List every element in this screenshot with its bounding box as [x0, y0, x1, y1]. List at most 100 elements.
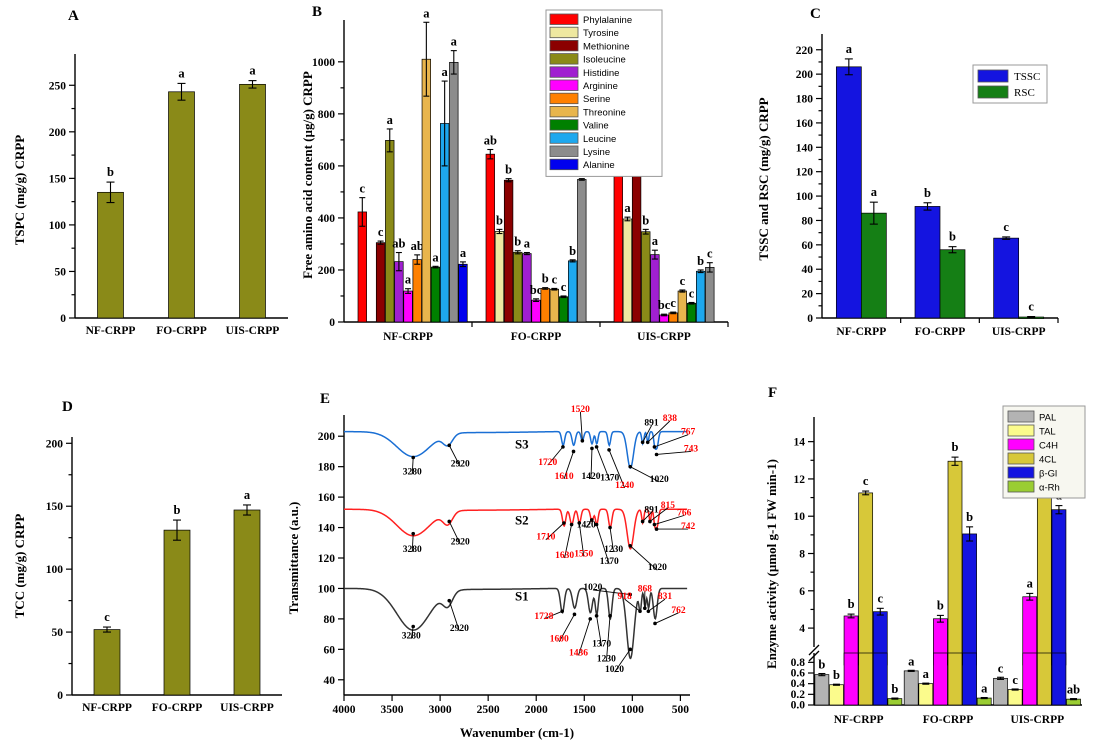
svg-text:FO-CRPP: FO-CRPP — [156, 325, 206, 337]
panel-d-chart: 0 50 100 150 200 c NF-CRPP b FO-CRPP a UIS-CRPP TCC… — [12, 437, 282, 714]
svg-text:1600: 1600 — [550, 635, 569, 645]
svg-text:c: c — [1028, 300, 1034, 314]
svg-text:c: c — [561, 280, 567, 294]
svg-text:220: 220 — [796, 45, 814, 57]
svg-text:6: 6 — [799, 586, 805, 598]
svg-text:200: 200 — [49, 127, 67, 139]
svg-text:Histidine: Histidine — [583, 68, 619, 79]
svg-text:NF-CRPP: NF-CRPP — [836, 326, 886, 338]
svg-text:1550: 1550 — [574, 549, 593, 559]
svg-text:c: c — [998, 661, 1004, 675]
svg-text:0: 0 — [807, 313, 813, 325]
panel-e-chart: 40 60 80 100 120 140 160 180 200 4000 3500 3000 2500… — [286, 405, 698, 740]
svg-text:1520: 1520 — [571, 405, 590, 415]
svg-text:c: c — [689, 286, 695, 300]
svg-text:b: b — [642, 213, 649, 227]
svg-text:3280: 3280 — [403, 467, 422, 477]
svg-text:8: 8 — [799, 549, 805, 561]
svg-text:14: 14 — [794, 437, 806, 449]
svg-text:600: 600 — [318, 161, 336, 173]
svg-text:100: 100 — [318, 583, 336, 595]
svg-text:c: c — [1012, 673, 1018, 687]
svg-text:0.2: 0.2 — [791, 689, 806, 701]
svg-text:S3: S3 — [515, 436, 529, 451]
svg-text:b: b — [966, 510, 973, 524]
svg-text:FO-CRPP: FO-CRPP — [152, 702, 202, 714]
svg-text:c: c — [680, 274, 686, 288]
svg-text:a: a — [178, 66, 185, 80]
svg-text:Methionine: Methionine — [583, 41, 629, 52]
svg-text:b: b — [569, 244, 576, 258]
svg-text:a: a — [624, 201, 631, 215]
svg-text:0: 0 — [60, 313, 66, 325]
svg-text:1728: 1728 — [534, 612, 553, 622]
svg-text:762: 762 — [671, 606, 686, 616]
svg-text:Threonine: Threonine — [583, 107, 626, 118]
svg-text:200: 200 — [796, 69, 814, 81]
svg-text:1370: 1370 — [600, 557, 619, 567]
svg-text:1230: 1230 — [597, 655, 616, 665]
svg-text:1020: 1020 — [605, 665, 624, 675]
svg-text:S1: S1 — [515, 589, 529, 604]
svg-text:2920: 2920 — [451, 460, 470, 470]
svg-text:800: 800 — [318, 109, 336, 121]
svg-text:b: b — [514, 235, 521, 249]
svg-text:0.6: 0.6 — [791, 668, 806, 680]
svg-text:TAL: TAL — [1039, 427, 1056, 438]
svg-text:FO-CRPP: FO-CRPP — [511, 331, 561, 343]
svg-text:1020: 1020 — [650, 475, 669, 485]
svg-text:Phylalanine: Phylalanine — [583, 15, 632, 26]
svg-text:1230: 1230 — [604, 545, 623, 555]
svg-text:β-Gl: β-Gl — [1039, 469, 1057, 480]
svg-text:ab: ab — [392, 237, 405, 251]
panel-b: B 0 200 400 600 800 1000 c c a ab a ab a a a a a NF-CRPP a… — [296, 0, 736, 375]
svg-text:50: 50 — [55, 266, 67, 278]
svg-text:838: 838 — [663, 414, 678, 424]
svg-text:a: a — [981, 682, 988, 696]
svg-text:0: 0 — [57, 690, 63, 702]
svg-text:2920: 2920 — [451, 537, 470, 547]
svg-text:Lysine: Lysine — [583, 147, 610, 158]
panel-f-label: F — [768, 385, 778, 401]
svg-text:891: 891 — [644, 419, 659, 429]
panel-c-chart: 0 20 40 60 80 100 120 140 160 180 200 220 a a NF-CRPP b… — [756, 34, 1059, 338]
svg-text:b: b — [496, 213, 503, 227]
svg-text:c: c — [670, 296, 676, 310]
svg-text:UIS-CRPP: UIS-CRPP — [637, 331, 691, 343]
svg-text:a: a — [405, 273, 412, 287]
svg-text:b: b — [542, 272, 549, 286]
svg-text:400: 400 — [318, 213, 336, 225]
svg-text:b: b — [174, 503, 181, 517]
svg-text:c: c — [863, 474, 869, 488]
svg-text:3500: 3500 — [381, 704, 404, 716]
svg-text:b: b — [833, 668, 840, 682]
svg-text:1240: 1240 — [615, 481, 634, 491]
svg-text:ab: ab — [411, 239, 424, 253]
svg-text:UIS-CRPP: UIS-CRPP — [220, 702, 274, 714]
svg-text:12: 12 — [794, 474, 806, 486]
svg-text:120: 120 — [796, 167, 814, 179]
svg-text:b: b — [848, 597, 855, 611]
svg-text:a: a — [524, 237, 531, 251]
svg-text:766: 766 — [677, 508, 692, 518]
svg-text:200: 200 — [46, 438, 64, 450]
panel-c: C 0 20 40 60 80 100 120 140 160 180 200 220 a a NF-CRP… — [740, 0, 1110, 375]
svg-text:FO-CRPP: FO-CRPP — [915, 326, 965, 338]
svg-text:a: a — [846, 42, 853, 56]
svg-text:TCC (mg/g) CRPP: TCC (mg/g) CRPP — [12, 514, 27, 619]
svg-text:60: 60 — [802, 240, 814, 252]
svg-text:3280: 3280 — [403, 545, 422, 555]
svg-text:Free amino acid content (µg/g): Free amino acid content (µg/g) CRPP — [300, 71, 315, 279]
svg-text:a: a — [871, 185, 878, 199]
svg-text:40: 40 — [324, 675, 336, 687]
svg-text:10: 10 — [794, 511, 806, 523]
svg-text:NF-CRPP: NF-CRPP — [834, 714, 884, 726]
svg-text:Leucine: Leucine — [583, 134, 616, 145]
svg-text:1000: 1000 — [621, 704, 644, 716]
svg-text:TSSC and RSC (mg/g) CRPP: TSSC and RSC (mg/g) CRPP — [756, 97, 771, 260]
panel-d-label: D — [62, 399, 73, 415]
panel-a-label: A — [68, 8, 79, 24]
svg-text:200: 200 — [318, 431, 336, 443]
svg-text:3000: 3000 — [429, 704, 452, 716]
svg-text:160: 160 — [796, 118, 814, 130]
